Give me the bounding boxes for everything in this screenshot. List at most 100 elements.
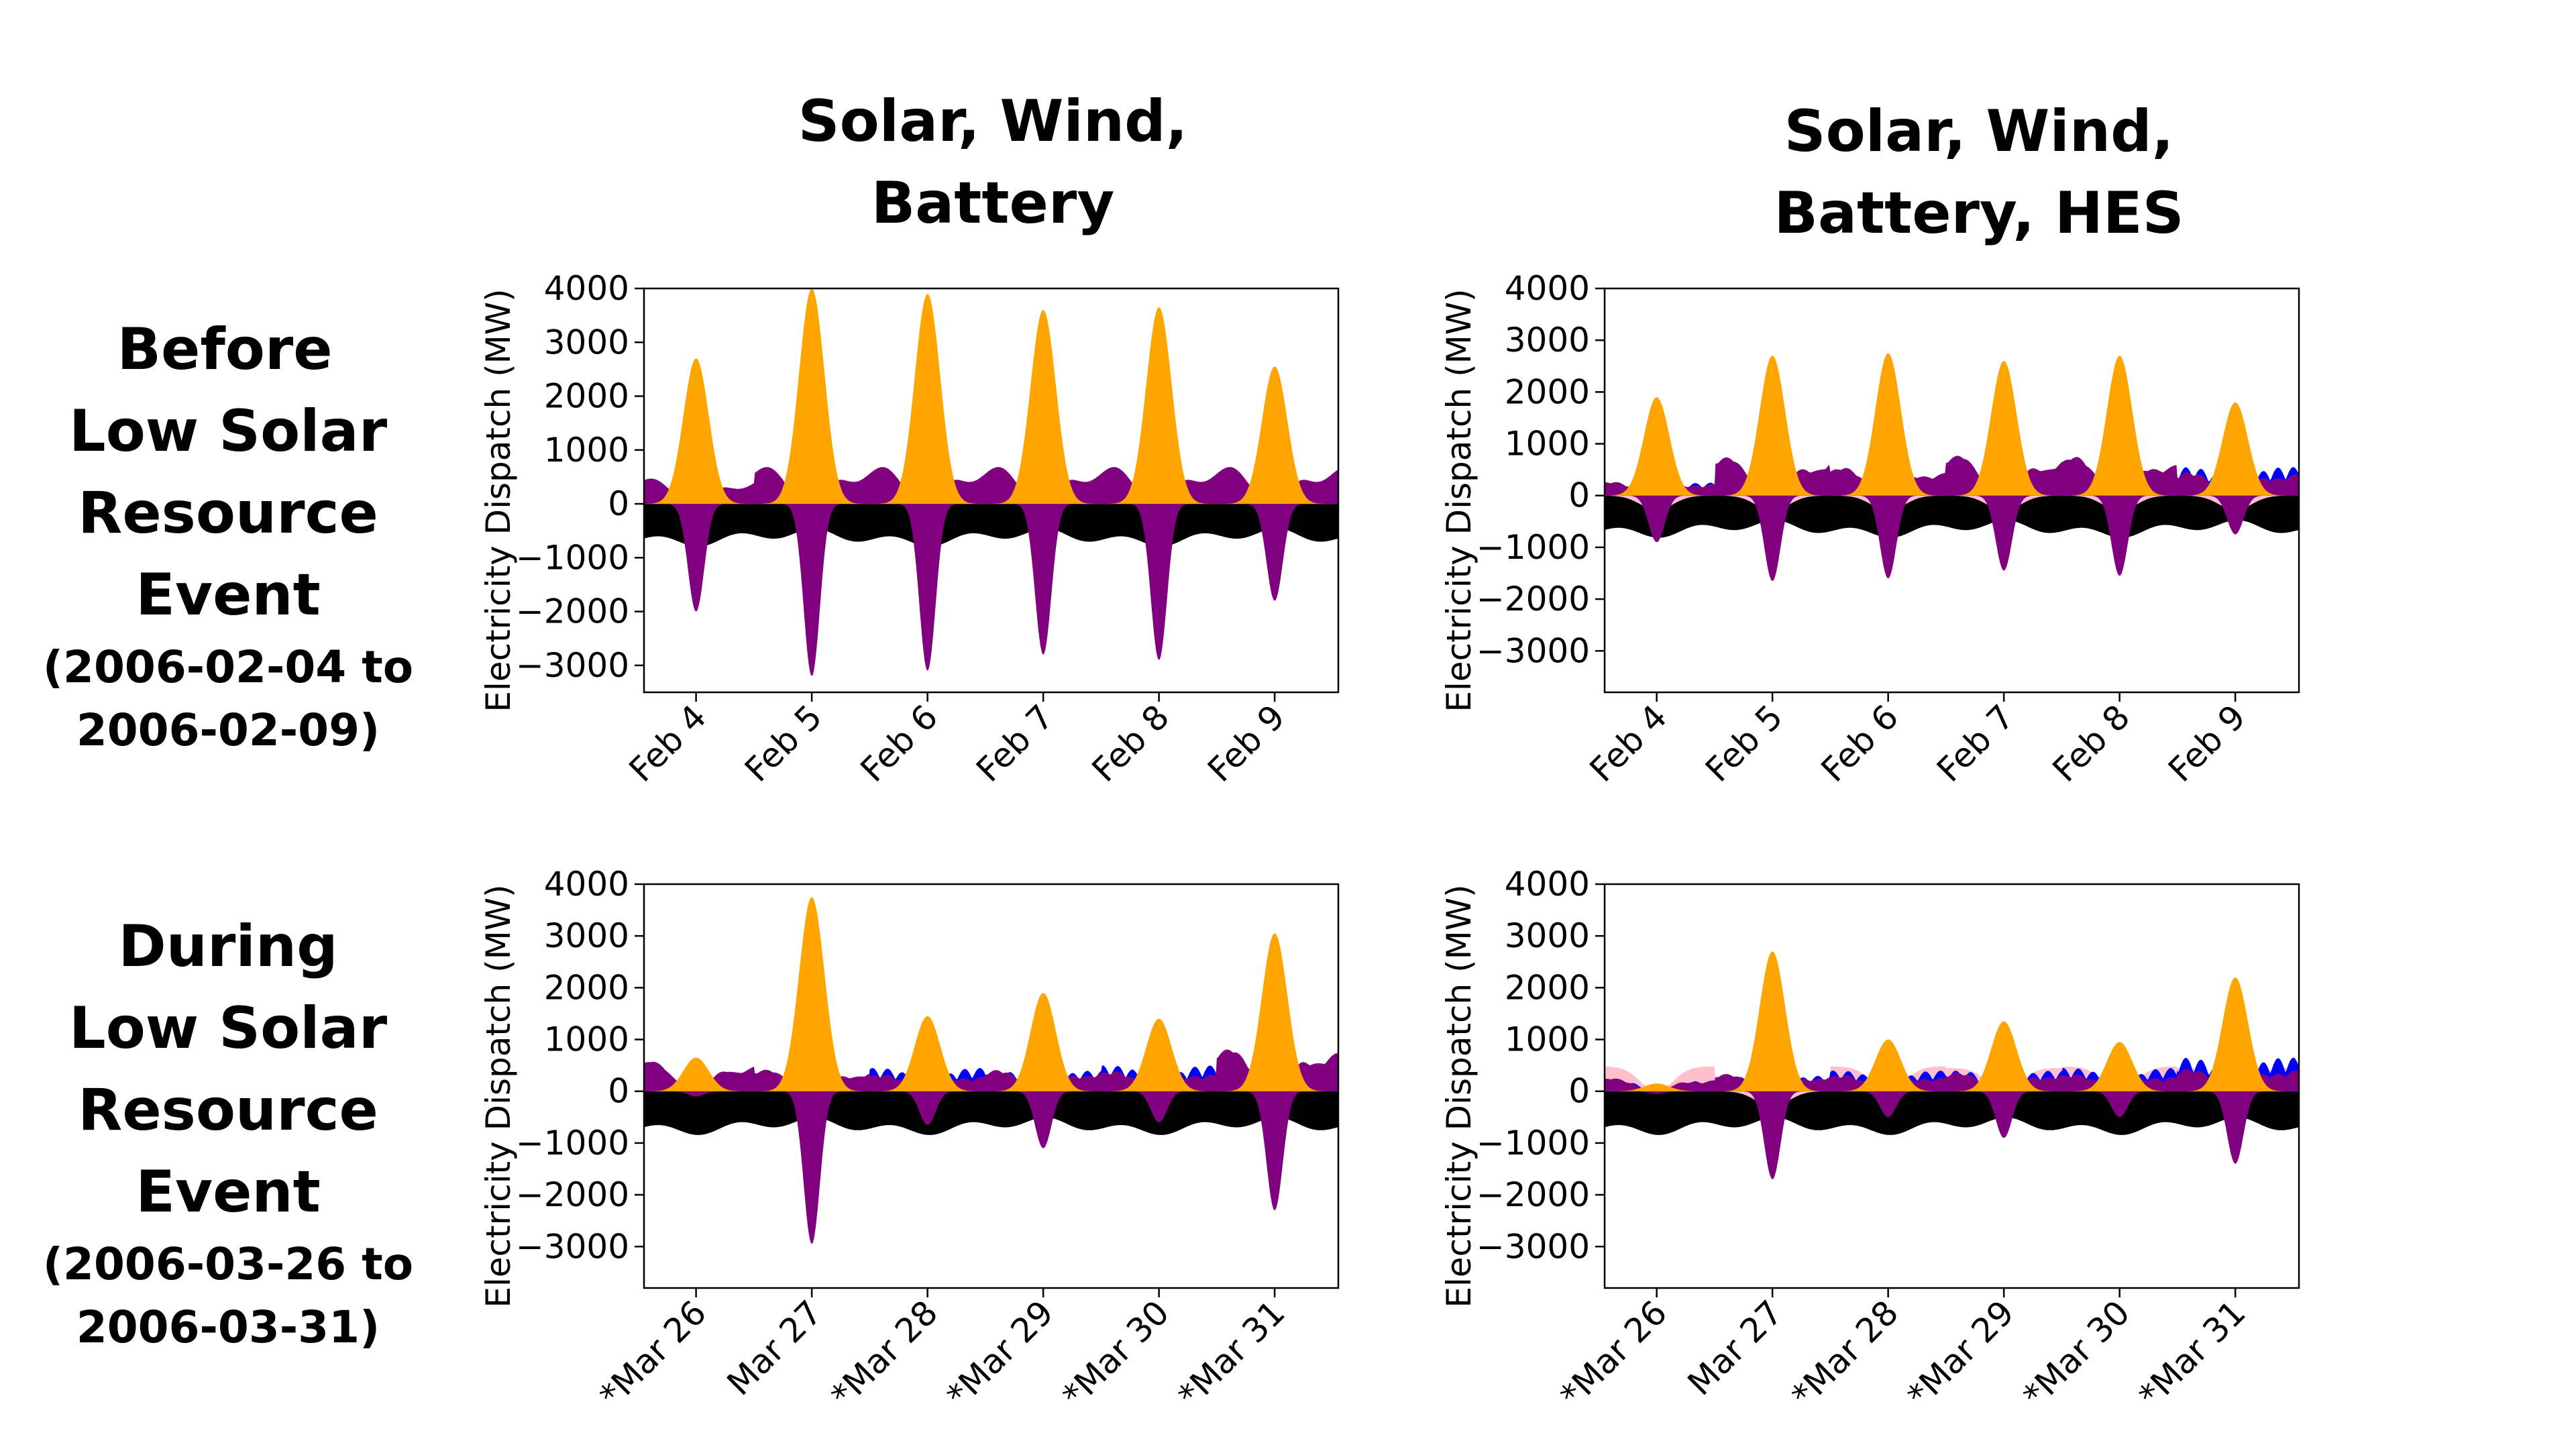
y-tick-label: 1000 xyxy=(544,1020,629,1059)
solar-area xyxy=(644,288,1338,504)
panel-2: 4000 3000 2000 1000 0 −1000 −2000 −3000Electric… xyxy=(1440,269,2300,790)
battery-discharge-area xyxy=(1605,1069,2299,1091)
row-title-1-line1: Before xyxy=(117,316,333,383)
y-tick-label: −3000 xyxy=(516,646,629,685)
y-tick-label: 0 xyxy=(1568,476,1590,515)
y-tick-label: −2000 xyxy=(1477,580,1590,619)
battery-discharge-area xyxy=(644,467,1338,504)
y-axis-label: Electricity Dispatch (MW) xyxy=(479,884,518,1307)
panel-frame xyxy=(643,287,1340,694)
x-tick-label: Feb 8 xyxy=(2045,697,2137,789)
load-area xyxy=(1605,1091,2299,1135)
panel-3: 4000 3000 2000 1000 0 −1000 −2000 −3000Electric… xyxy=(479,865,1340,1415)
battery-charge-area xyxy=(1605,495,2299,582)
panel-1-plot-area xyxy=(644,288,1338,676)
y-tick-label: 2000 xyxy=(1505,968,1590,1007)
y-tick-label: 1000 xyxy=(544,431,629,470)
battery-charge-area xyxy=(1605,1091,2299,1179)
row-title-1-line5: 2006-02-09) xyxy=(76,704,380,756)
y-tick-label: 1000 xyxy=(1505,425,1590,464)
y-tick-label: −3000 xyxy=(1477,1227,1590,1266)
y-tick-label: −2000 xyxy=(1477,1175,1590,1214)
column-title-2-line2: Battery, HES xyxy=(1774,180,2184,247)
y-axis-label: Electricity Dispatch (MW) xyxy=(1440,884,1479,1307)
y-tick-label: 3000 xyxy=(1505,916,1590,955)
y-tick-label: 3000 xyxy=(544,323,629,362)
row-title-1-line3: Resource Event xyxy=(78,480,378,629)
x-tick-label: Feb 5 xyxy=(737,697,829,789)
y-tick-label: −1000 xyxy=(516,1124,629,1163)
row-title-2-line5: 2006-03-31) xyxy=(76,1301,380,1353)
row-title-1-line4: (2006-02-04 to xyxy=(42,641,414,693)
y-tick-label: −1000 xyxy=(1477,528,1590,567)
row-title-2-line4: (2006-03-26 to xyxy=(42,1238,414,1290)
panel-1: 4000 3000 2000 1000 0 −1000 −2000 −3000Electric… xyxy=(479,269,1340,790)
battery-discharge-area xyxy=(1605,455,2299,496)
panel-2-plot-area xyxy=(1605,353,2299,582)
y-tick-label: 3000 xyxy=(1505,321,1590,360)
y-tick-label: 2000 xyxy=(544,968,629,1007)
x-tick-label: Feb 7 xyxy=(969,697,1061,789)
battery-charge-area xyxy=(644,504,1338,676)
panel-frame xyxy=(1603,287,2300,694)
y-tick-label: 0 xyxy=(608,484,629,523)
solar-area xyxy=(1605,353,2299,496)
y-tick-label: −2000 xyxy=(516,1175,629,1214)
x-tick-label: Mar 27 xyxy=(1680,1293,1790,1403)
x-tick-label: *Mar 26 xyxy=(1552,1293,1674,1415)
y-tick-label: 0 xyxy=(608,1072,629,1111)
y-axis-label: Electricity Dispatch (MW) xyxy=(479,288,518,712)
load-area xyxy=(644,504,1338,547)
x-tick-label: *Mar 28 xyxy=(823,1293,945,1415)
column-title-2: Solar, Wind, Battery, HES xyxy=(1690,91,2267,254)
y-tick-label: −2000 xyxy=(516,592,629,631)
x-tick-label: Mar 27 xyxy=(720,1293,830,1403)
y-tick-label: 4000 xyxy=(544,865,629,904)
x-tick-label: *Mar 30 xyxy=(1055,1293,1177,1415)
x-tick-label: Feb 9 xyxy=(1200,697,1292,789)
battery-charge-area xyxy=(644,1091,1338,1244)
y-axis-label: Electricity Dispatch (MW) xyxy=(1440,288,1479,712)
x-tick-label: *Mar 28 xyxy=(1784,1293,1906,1415)
y-tick-label: 0 xyxy=(1568,1072,1590,1111)
row-title-1: Before Low Solar Resource Event (2006-02… xyxy=(0,309,456,762)
row-title-2: During Low Solar Resource Event (2006-03… xyxy=(0,906,456,1359)
x-tick-label: Feb 9 xyxy=(2161,697,2253,789)
x-tick-label: Feb 6 xyxy=(1814,697,1906,789)
battery-discharge-area xyxy=(644,1049,1338,1091)
x-tick-label: *Mar 31 xyxy=(2131,1293,2253,1415)
column-title-1: Solar, Wind, Battery xyxy=(724,80,1261,244)
panel-4: 4000 3000 2000 1000 0 −1000 −2000 −3000Electric… xyxy=(1440,865,2300,1415)
column-title-1-line2: Battery xyxy=(871,170,1115,237)
x-tick-label: *Mar 31 xyxy=(1171,1293,1293,1415)
y-tick-label: −1000 xyxy=(516,538,629,577)
x-tick-label: Feb 7 xyxy=(1929,697,2021,789)
x-tick-label: Feb 4 xyxy=(1582,697,1674,789)
x-tick-label: Feb 8 xyxy=(1085,697,1177,789)
solar-area xyxy=(644,897,1338,1091)
row-title-2-line1: During xyxy=(118,913,338,980)
y-tick-label: 4000 xyxy=(1505,865,1590,904)
row-title-2-line2: Low Solar xyxy=(68,995,388,1062)
panel-3-plot-area xyxy=(644,897,1338,1244)
row-title-1-line2: Low Solar xyxy=(68,398,388,465)
y-tick-label: 1000 xyxy=(1505,1020,1590,1059)
y-tick-label: 2000 xyxy=(1505,372,1590,411)
x-tick-label: *Mar 26 xyxy=(592,1293,714,1415)
y-tick-label: 3000 xyxy=(544,916,629,955)
column-title-2-line1: Solar, Wind, xyxy=(1784,98,2174,165)
load-area xyxy=(1605,495,2299,538)
y-tick-label: 2000 xyxy=(544,377,629,416)
x-tick-label: *Mar 29 xyxy=(1900,1293,2022,1415)
y-tick-label: 4000 xyxy=(1505,269,1590,308)
row-title-2-line3: Resource Event xyxy=(78,1077,378,1226)
column-title-1-line1: Solar, Wind, xyxy=(798,88,1188,155)
y-tick-label: −1000 xyxy=(1477,1124,1590,1163)
y-tick-label: −3000 xyxy=(516,1227,629,1266)
load-area xyxy=(644,1091,1338,1135)
panel-4-plot-area xyxy=(1605,951,2299,1179)
panel-frame xyxy=(1603,883,2300,1289)
solar-area xyxy=(1605,951,2299,1091)
x-tick-label: *Mar 29 xyxy=(939,1293,1061,1415)
